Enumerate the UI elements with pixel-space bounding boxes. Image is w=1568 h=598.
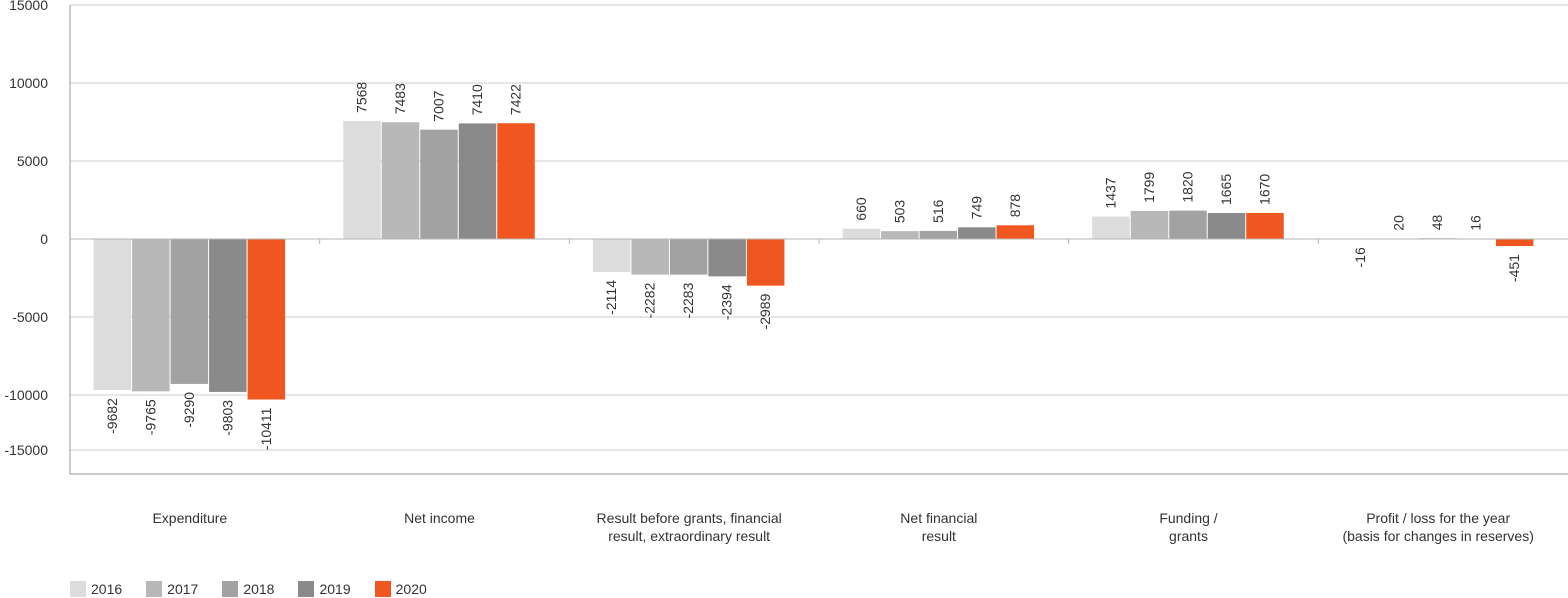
data-label: 1437	[1103, 177, 1119, 208]
data-label: -2394	[719, 284, 735, 320]
y-tick-label: -10000	[4, 387, 48, 403]
bar-2020	[1495, 239, 1534, 247]
bar-2019	[708, 239, 746, 277]
chart-legend: 2016 2017 2018 2019 2020	[70, 580, 451, 598]
data-label: 20	[1391, 215, 1407, 231]
bar-2018	[420, 129, 458, 239]
legend-item-2018: 2018	[222, 580, 274, 598]
data-label: 48	[1429, 214, 1445, 230]
category-labels: Expenditure Net income Result before grant…	[152, 510, 1533, 544]
bar-2016	[1092, 216, 1130, 239]
bar-2018	[669, 239, 708, 275]
bar-2016	[93, 239, 132, 391]
category-label: Result before grants, financial	[597, 510, 782, 526]
gridlines	[70, 4, 1568, 451]
data-label: -451	[1506, 254, 1522, 282]
bar-2020	[1246, 212, 1284, 239]
bar-2019	[209, 239, 247, 392]
legend-item-2019: 2019	[298, 580, 351, 598]
bar-2017	[381, 122, 420, 239]
bar-2017	[132, 239, 170, 392]
bar-2020	[247, 239, 286, 400]
category-label: result, extraordinary result	[608, 528, 770, 544]
data-label: 1670	[1257, 174, 1273, 205]
legend-swatch	[222, 581, 239, 597]
bar-2016	[592, 239, 631, 272]
legend-item-2020: 2020	[374, 580, 427, 598]
data-label: -9803	[219, 400, 235, 436]
bar-2018	[170, 239, 209, 384]
y-tick-label: -15000	[4, 442, 48, 458]
data-label: -2283	[680, 282, 696, 318]
data-label: -9765	[142, 399, 158, 435]
legend-swatch	[146, 581, 163, 597]
bar-2017	[1130, 210, 1169, 239]
axes: 15000 10000 5000 0 -5000 -10000 -15000	[4, 0, 1568, 475]
data-label: 503	[891, 200, 907, 224]
legend-label: 2017	[167, 581, 199, 597]
bars	[93, 120, 1534, 400]
legend-label: 2019	[319, 581, 351, 597]
y-tick-label: -5000	[12, 309, 48, 325]
bar-2019	[958, 227, 996, 239]
data-label: 7483	[392, 83, 408, 114]
category-label: Profit / loss for the year	[1366, 510, 1510, 526]
bar-2016	[842, 228, 881, 239]
y-tick-label: 0	[40, 231, 48, 247]
legend-label: 2018	[243, 581, 275, 597]
category-label: Net income	[404, 510, 475, 526]
data-label: -9682	[104, 398, 120, 434]
bar-2019	[458, 123, 497, 239]
y-tick-label: 15000	[9, 0, 48, 13]
data-label: 749	[968, 196, 984, 220]
data-label: 878	[1007, 194, 1023, 218]
bar-2016	[343, 120, 381, 239]
y-tick-label: 10000	[9, 75, 48, 91]
data-label: 7568	[354, 82, 370, 113]
bar-2020	[996, 225, 1035, 239]
data-label: 7422	[508, 84, 524, 115]
data-label: 1820	[1180, 171, 1196, 202]
data-label: 16	[1468, 215, 1484, 231]
category-label: Expenditure	[152, 510, 227, 526]
data-label: 1799	[1141, 172, 1157, 203]
category-label: result	[922, 528, 956, 544]
category-label: Net financial	[900, 510, 977, 526]
bar-2020	[497, 123, 535, 239]
data-label: -2114	[603, 280, 619, 315]
category-label: (basis for changes in reserves)	[1342, 528, 1533, 544]
data-label: 7410	[469, 84, 485, 115]
bar-2018	[1169, 210, 1207, 239]
legend-item-2017: 2017	[146, 580, 198, 598]
data-label: -2282	[642, 282, 658, 318]
data-label: 1665	[1218, 174, 1234, 205]
bar-2019	[1207, 213, 1246, 239]
data-label: -10411	[258, 407, 274, 450]
legend-label: 2016	[91, 581, 123, 597]
data-label: -2989	[757, 293, 773, 329]
bar-2017	[631, 239, 669, 275]
data-label: 660	[853, 197, 869, 221]
legend-label: 2020	[395, 581, 427, 597]
bar-2020	[746, 239, 785, 286]
data-label: 7007	[431, 90, 447, 121]
y-tick-label: 5000	[17, 153, 48, 169]
legend-swatch	[374, 581, 391, 597]
data-label: -9290	[181, 392, 197, 428]
category-label: grants	[1169, 528, 1208, 544]
bar-2018	[919, 230, 958, 239]
data-labels: -9682 -9765 -9290 -9803 -10411 7568 7483 7007 74…	[104, 82, 1522, 451]
legend-item-2016: 2016	[70, 580, 122, 598]
category-label: Funding /	[1159, 510, 1217, 526]
legend-swatch	[298, 581, 315, 597]
bar-2017	[881, 231, 919, 239]
data-label: -16	[1352, 247, 1368, 267]
legend-swatch	[70, 581, 86, 597]
data-label: 516	[930, 199, 946, 223]
